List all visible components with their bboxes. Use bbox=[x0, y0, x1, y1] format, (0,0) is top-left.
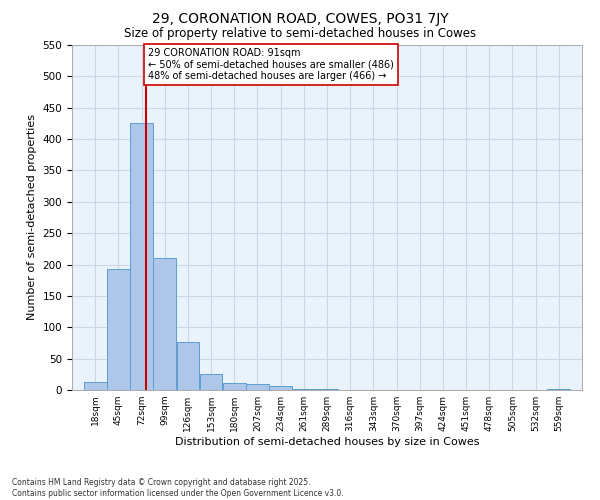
Bar bbox=[130, 124, 153, 390]
X-axis label: Distribution of semi-detached houses by size in Cowes: Distribution of semi-detached houses by … bbox=[175, 437, 479, 447]
Text: Contains HM Land Registry data © Crown copyright and database right 2025.
Contai: Contains HM Land Registry data © Crown c… bbox=[12, 478, 344, 498]
Bar bbox=[154, 258, 176, 390]
Bar bbox=[223, 383, 245, 390]
Bar bbox=[246, 384, 269, 390]
Text: 29 CORONATION ROAD: 91sqm
← 50% of semi-detached houses are smaller (486)
48% of: 29 CORONATION ROAD: 91sqm ← 50% of semi-… bbox=[148, 48, 394, 82]
Text: 29, CORONATION ROAD, COWES, PO31 7JY: 29, CORONATION ROAD, COWES, PO31 7JY bbox=[152, 12, 448, 26]
Bar bbox=[107, 269, 130, 390]
Bar bbox=[269, 386, 292, 390]
Text: Size of property relative to semi-detached houses in Cowes: Size of property relative to semi-detach… bbox=[124, 28, 476, 40]
Y-axis label: Number of semi-detached properties: Number of semi-detached properties bbox=[27, 114, 37, 320]
Bar bbox=[200, 374, 223, 390]
Bar bbox=[176, 342, 199, 390]
Bar bbox=[84, 382, 107, 390]
